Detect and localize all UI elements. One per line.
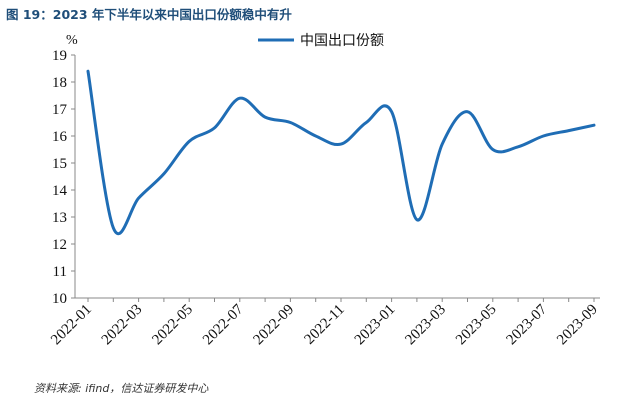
x-tick-label: 2023-09 <box>554 302 601 349</box>
series-layer <box>86 69 596 236</box>
x-tick-label: 2023-05 <box>453 302 500 349</box>
y-axis-ticks: 10 11 12 13 14 15 16 17 18 19 <box>52 48 75 307</box>
y-tick-label: 18 <box>52 75 67 91</box>
y-tick-label: 17 <box>52 102 68 118</box>
x-tick-label: 2022-11 <box>302 302 348 348</box>
y-tick-label: 13 <box>52 210 67 226</box>
y-tick-label: 10 <box>52 291 67 307</box>
x-tick-label: 2022-05 <box>149 302 196 349</box>
y-axis-unit-label: % <box>66 33 78 48</box>
legend: 中国出口份额 <box>258 33 384 49</box>
x-tick-label: 2022-01 <box>48 302 95 349</box>
y-tick-label: 12 <box>52 237 67 253</box>
x-tick-label: 2022-03 <box>99 302 146 349</box>
chart-axes <box>74 55 600 299</box>
x-tick-label: 2022-07 <box>200 301 247 348</box>
y-tick-label: 11 <box>53 264 67 280</box>
x-tick-label: 2023-07 <box>504 301 551 348</box>
source-note: 资料来源: ifind，信达证券研发中心 <box>34 382 209 395</box>
y-tick-label: 19 <box>52 48 67 64</box>
y-tick-label: 15 <box>52 156 67 172</box>
x-tick-label: 2023-01 <box>352 302 399 349</box>
legend-label: 中国出口份额 <box>300 33 384 49</box>
x-axis-ticks: 2022-01 2022-03 2022-05 2022-07 2022-09 2022-… <box>48 298 601 348</box>
y-tick-label: 16 <box>52 129 68 145</box>
x-tick-label: 2023-03 <box>402 302 449 349</box>
y-tick-label: 14 <box>52 183 68 199</box>
x-tick-label: 2022-09 <box>251 302 298 349</box>
series-line <box>86 69 596 236</box>
chart-title: 图 19：2023 年下半年以来中国出口份额稳中有升 <box>6 7 292 22</box>
